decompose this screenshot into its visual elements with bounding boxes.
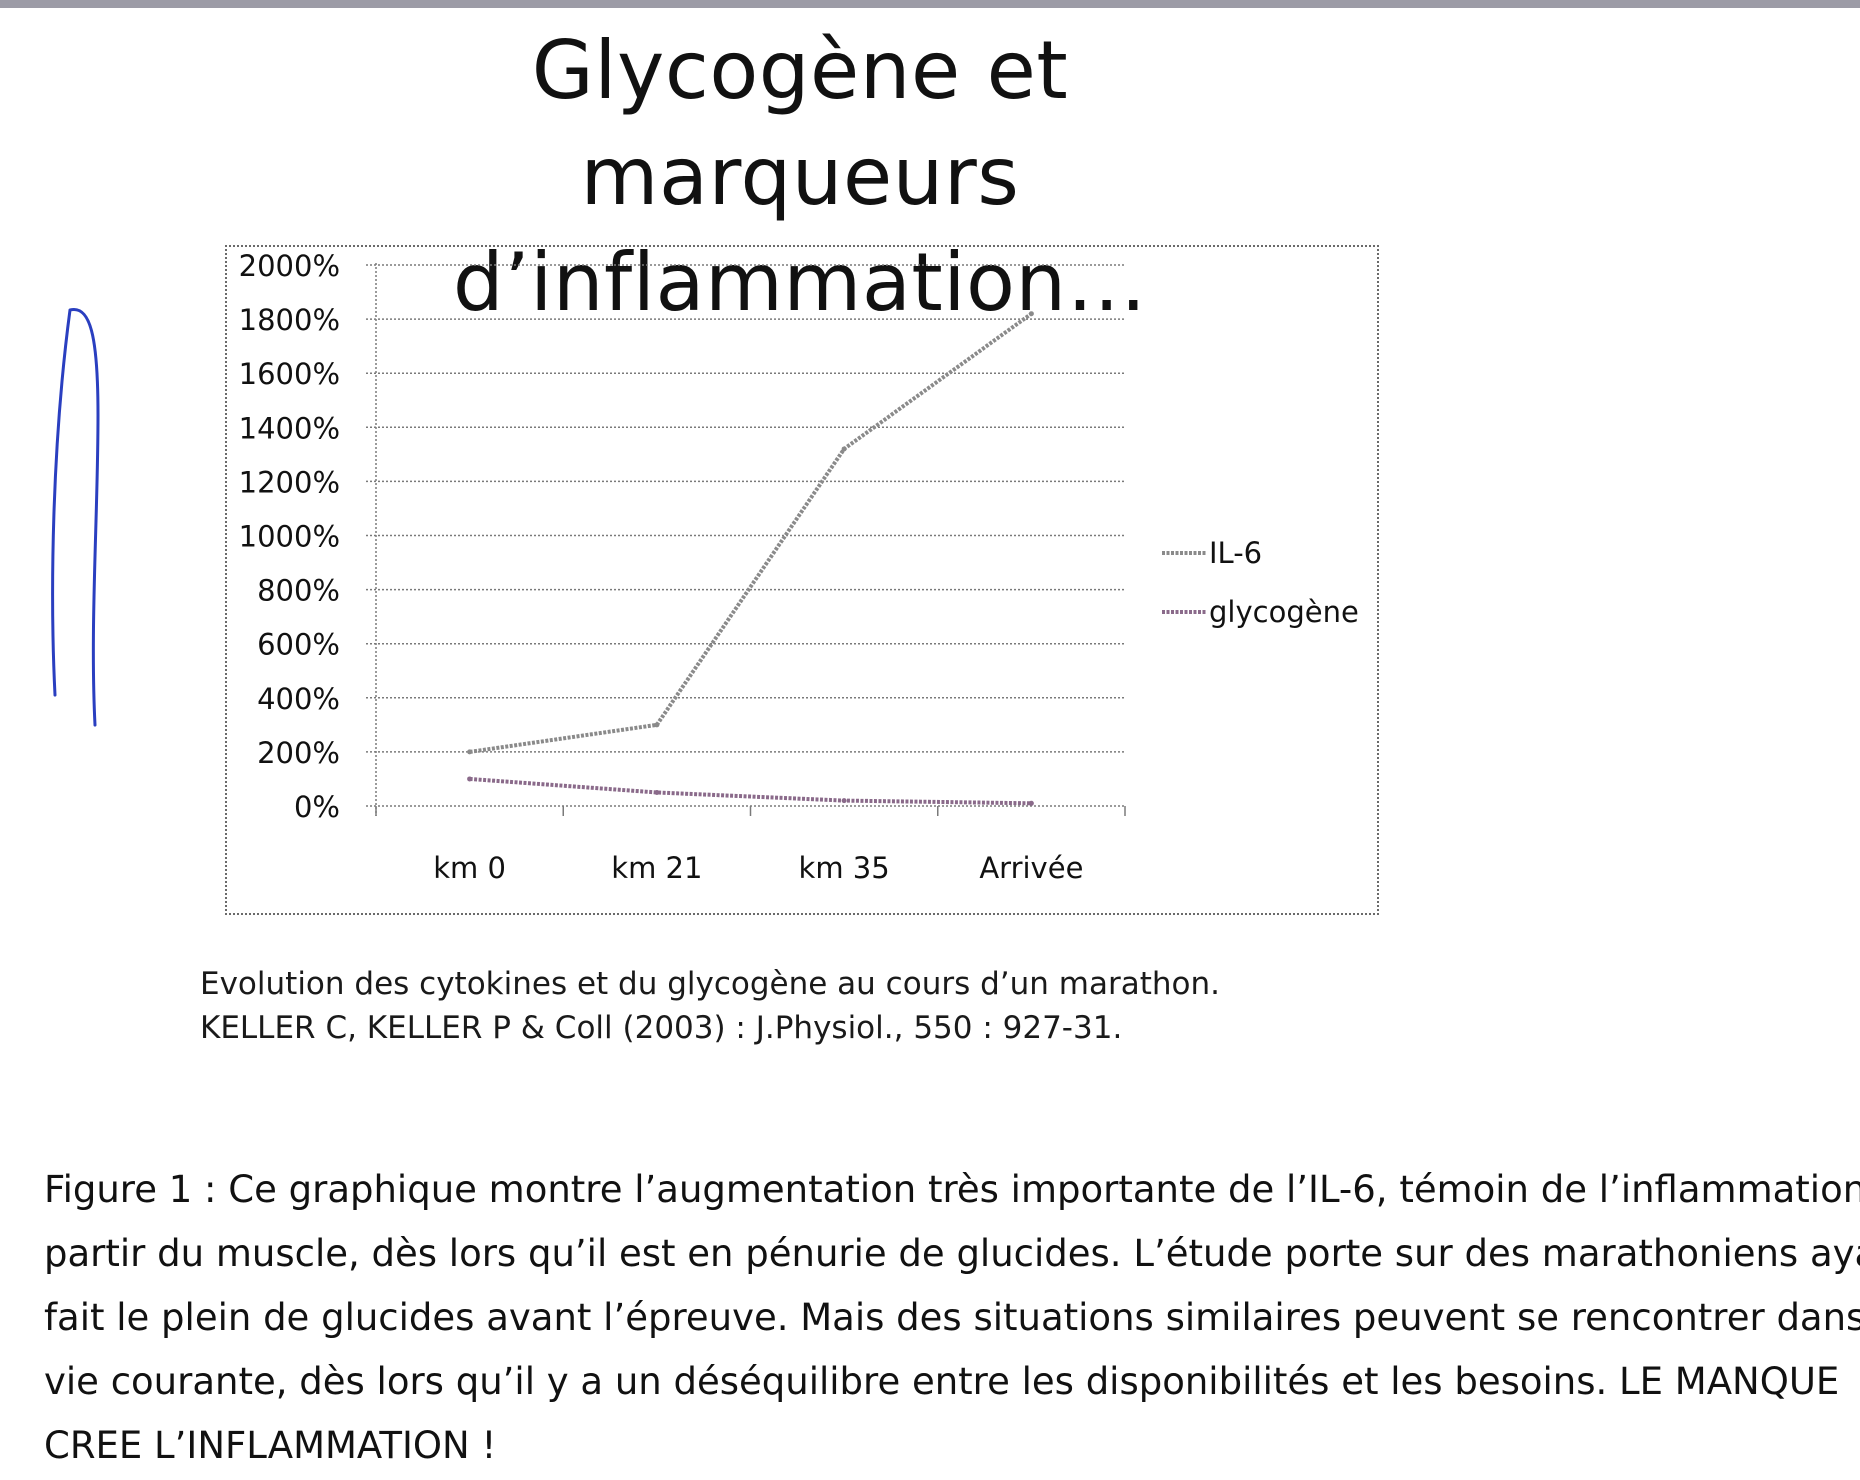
- y-tick-label: 1000%: [239, 520, 340, 554]
- handwritten-mark: [51, 307, 100, 727]
- slide-title: Glycogène et marqueurs d’inflammation…: [340, 18, 1260, 336]
- slide-title-line-1: Glycogène et marqueurs: [531, 24, 1069, 223]
- caption-line-1: Evolution des cytokines et du glycogène …: [200, 966, 1220, 1002]
- data-point: [841, 446, 847, 452]
- figure-description: Figure 1 : Ce graphique montre l’augment…: [44, 1158, 1860, 1478]
- x-tick-label: km 21: [611, 851, 702, 885]
- top-band: [0, 0, 1860, 8]
- figure-text-line-3: fait le plein de glucides avant l’épreuv…: [44, 1296, 1860, 1339]
- legend-label: glycogène: [1209, 595, 1359, 629]
- y-tick-label: 1800%: [239, 303, 340, 337]
- figure-text-line-4: vie courante, dès lors qu’il y a un désé…: [44, 1360, 1840, 1403]
- x-tick-label: Arrivée: [979, 851, 1083, 885]
- data-point: [1028, 311, 1034, 317]
- data-point: [841, 798, 847, 804]
- figure-text-line-1: Figure 1 : Ce graphique montre l’augment…: [44, 1168, 1860, 1211]
- y-tick-label: 1200%: [239, 465, 340, 499]
- y-tick-label: 600%: [257, 628, 340, 662]
- legend-label: IL-6: [1209, 536, 1262, 570]
- x-tick-label: km 0: [433, 851, 506, 885]
- y-tick-label: 1600%: [239, 357, 340, 391]
- y-tick-label: 1400%: [239, 411, 340, 445]
- y-tick-label: 200%: [257, 736, 340, 770]
- y-tick-label: 2000%: [239, 249, 340, 283]
- y-tick-label: 800%: [257, 574, 340, 608]
- data-point: [467, 749, 473, 755]
- y-tick-label: 400%: [257, 682, 340, 716]
- series-line-glycogene: [469, 776, 1032, 806]
- data-point: [1028, 800, 1034, 806]
- figure-text-line-2: partir du muscle, dès lors qu’il est en …: [44, 1232, 1860, 1275]
- y-tick-label: 0%: [294, 790, 340, 824]
- chart-frame: [225, 245, 1379, 915]
- series-line-il6: [469, 312, 1033, 754]
- chart-caption: Evolution des cytokines et du glycogène …: [200, 962, 1220, 1050]
- figure-text-line-5: CREE L’INFLAMMATION !: [44, 1424, 497, 1467]
- data-point: [467, 776, 473, 782]
- caption-line-2: KELLER C, KELLER P & Coll (2003) : J.Phy…: [200, 1010, 1123, 1046]
- data-point: [654, 789, 660, 795]
- x-tick-label: km 35: [799, 851, 890, 885]
- data-point: [654, 722, 660, 728]
